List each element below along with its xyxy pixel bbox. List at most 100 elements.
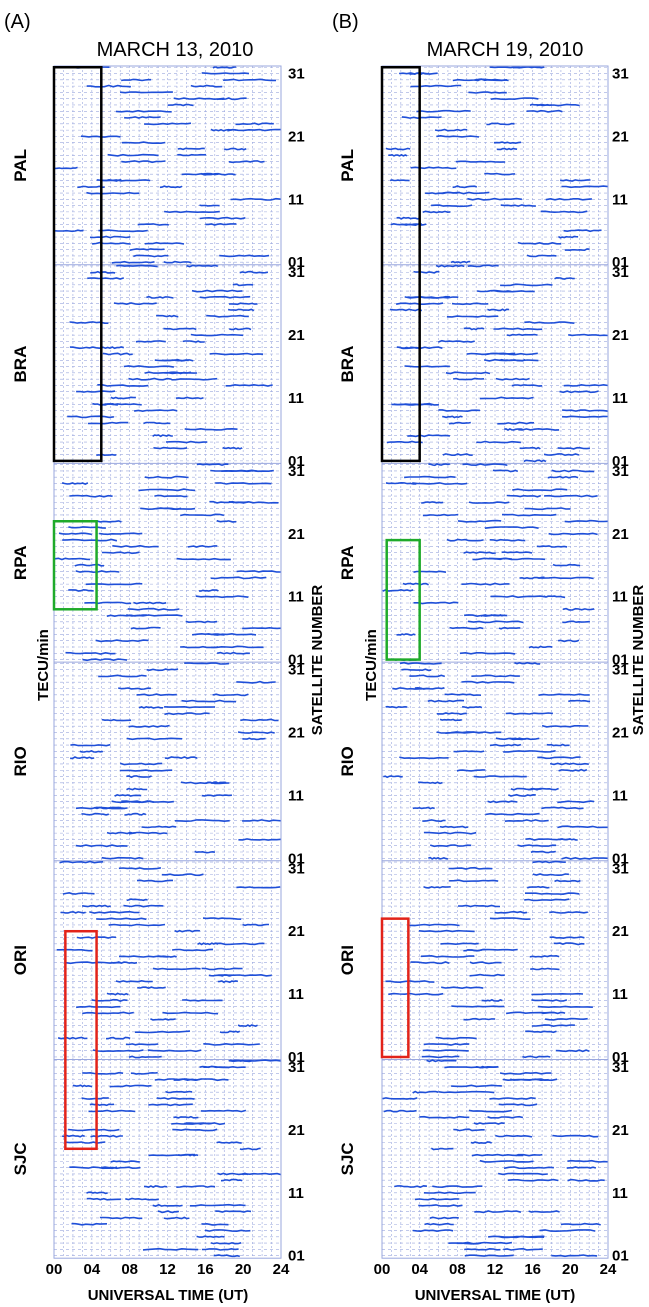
tec-trace	[420, 954, 475, 958]
tec-trace	[56, 948, 93, 952]
tec-trace	[448, 866, 493, 870]
tec-trace	[76, 390, 116, 393]
tec-trace	[440, 942, 479, 946]
tec-trace	[566, 1166, 597, 1169]
tec-trace	[82, 658, 128, 662]
tec-trace	[75, 844, 128, 848]
tec-trace	[481, 998, 503, 1002]
tec-trace	[445, 731, 502, 734]
tec-trace	[490, 595, 546, 599]
tec-trace	[453, 750, 485, 753]
tec-trace	[119, 762, 163, 766]
tec-trace	[174, 819, 230, 823]
tec-trace	[143, 421, 171, 425]
highlight-box	[380, 917, 410, 1059]
tec-trace	[138, 488, 196, 492]
tec-trace	[118, 955, 169, 958]
tec-trace	[503, 1166, 554, 1170]
highlight-box	[385, 538, 421, 661]
tec-trace	[75, 806, 128, 810]
tec-trace	[412, 806, 435, 810]
y-tick-label: 11	[612, 1185, 628, 1202]
y-tick-label: 01	[288, 254, 305, 271]
tec-trace	[126, 737, 183, 741]
tec-trace	[385, 980, 435, 984]
tec-trace	[442, 415, 463, 419]
tec-trace	[421, 501, 444, 504]
tec-trace	[469, 961, 502, 965]
tec-trace	[130, 1071, 158, 1075]
tec-trace	[471, 1153, 524, 1157]
tec-trace	[553, 942, 585, 946]
tec-trace	[469, 973, 505, 977]
tec-trace	[201, 1247, 239, 1251]
station-label: RPA	[338, 545, 357, 580]
tec-trace	[493, 327, 543, 331]
tec-trace	[110, 1160, 140, 1163]
tec-trace	[414, 686, 445, 690]
tec-trace	[451, 302, 489, 306]
tec-trace	[385, 481, 417, 485]
tec-trace	[495, 1134, 533, 1138]
tec-trace	[509, 737, 530, 740]
tec-trace	[110, 961, 138, 965]
tec-trace	[452, 377, 485, 381]
tec-trace	[146, 295, 174, 299]
tec-trace	[489, 538, 526, 542]
tec-trace	[496, 147, 518, 151]
tec-trace	[147, 1049, 202, 1053]
tec-trace	[146, 668, 179, 672]
tec-trace	[97, 384, 149, 387]
x-tick-label: 00	[46, 1261, 63, 1278]
tec-trace	[504, 819, 549, 822]
tec-trace	[421, 1055, 460, 1059]
tec-trace	[442, 453, 473, 456]
station-label: SJC	[338, 1142, 357, 1175]
tec-trace	[541, 806, 584, 810]
tec-trace	[120, 91, 173, 94]
tec-trace	[419, 1115, 470, 1119]
tec-trace	[552, 1134, 599, 1138]
tec-trace	[449, 879, 499, 883]
tec-trace	[515, 1153, 543, 1157]
tec-trace	[386, 440, 423, 444]
tec-trace	[242, 1172, 282, 1176]
tec-trace	[524, 507, 571, 511]
tec-trace	[526, 885, 550, 889]
tec-trace	[171, 1122, 226, 1126]
tec-trace	[467, 197, 523, 201]
tec-trace	[212, 693, 249, 697]
tec-trace	[422, 513, 459, 517]
tec-trace	[383, 1109, 417, 1113]
tec-trace	[501, 513, 557, 517]
tec-trace	[541, 724, 589, 728]
tec-trace	[141, 825, 177, 829]
tec-trace	[528, 645, 553, 649]
station-label: PAL	[338, 149, 357, 182]
tec-trace	[184, 662, 230, 665]
tec-trace	[172, 1128, 218, 1132]
tec-trace	[157, 1210, 180, 1214]
panel-a-title: MARCH 13, 2010	[97, 39, 254, 61]
y-tick-label: 11	[288, 589, 304, 606]
tec-trace	[383, 775, 403, 779]
tec-trace	[206, 314, 249, 318]
tec-trace	[498, 626, 521, 630]
tec-trace	[514, 661, 541, 665]
tec-trace	[82, 1011, 134, 1015]
tec-trace	[436, 134, 480, 138]
tec-trace	[543, 595, 566, 599]
tec-trace	[98, 229, 148, 233]
tec-trace	[174, 929, 200, 933]
tec-trace	[126, 898, 148, 902]
y-tick-label: 01	[612, 850, 629, 867]
tec-trace	[142, 1247, 199, 1251]
tec-trace	[152, 967, 201, 971]
tec-trace	[164, 712, 210, 716]
tec-trace	[140, 507, 182, 511]
tec-trace	[87, 277, 125, 280]
tec-trace	[385, 147, 411, 151]
tec-trace	[70, 743, 111, 747]
tec-trace	[180, 513, 225, 517]
tec-trace	[404, 365, 450, 368]
